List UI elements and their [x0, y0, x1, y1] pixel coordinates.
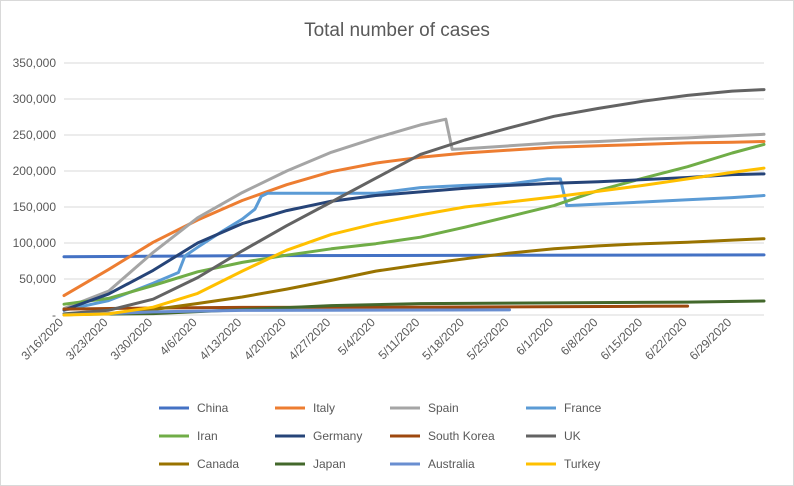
y-axis-ticks: - 50,000 100,000 150,000 200,000 250,000 300,0…: [13, 56, 57, 322]
legend-label: Australia: [428, 457, 475, 471]
series-line-france: [62, 177, 766, 312]
legend-item-uk: UK: [526, 429, 581, 443]
legend-item-turkey: Turkey: [526, 457, 600, 471]
x-tick-label: 6/22/2020: [642, 315, 690, 363]
series-line-canada: [62, 237, 766, 317]
x-tick-label: 6/15/2020: [598, 315, 646, 363]
legend-label: Iran: [197, 429, 218, 443]
y-tick-label: 350,000: [13, 56, 57, 70]
x-tick-label: 4/13/2020: [197, 315, 245, 363]
legend-item-australia: Australia: [390, 457, 475, 471]
chart-title: Total number of cases: [304, 20, 490, 41]
legend-item-spain: Spain: [390, 401, 459, 415]
legend-item-japan: Japan: [275, 457, 346, 471]
series-line-germany: [62, 172, 766, 312]
x-tick-label: 5/18/2020: [419, 315, 467, 363]
legend-label: Japan: [313, 457, 346, 471]
y-tick-label: 150,000: [13, 200, 57, 214]
x-tick-label: 3/16/2020: [18, 315, 66, 363]
legend-label: UK: [564, 429, 581, 443]
legend-label: Turkey: [564, 457, 600, 471]
y-tick-label: 200,000: [13, 164, 57, 178]
legend-label: South Korea: [428, 429, 495, 443]
x-tick-label: 4/6/2020: [157, 315, 200, 358]
x-tick-label: 6/8/2020: [558, 315, 601, 358]
x-tick-label: 6/1/2020: [513, 315, 556, 358]
legend-item-canada: Canada: [159, 457, 239, 471]
legend-item-italy: Italy: [275, 401, 335, 415]
x-tick-label: 5/25/2020: [464, 315, 512, 363]
series-line-china: [62, 253, 766, 259]
series-line-italy: [62, 140, 766, 298]
legend-label: China: [197, 401, 229, 415]
series-line-uk: [62, 88, 766, 316]
gridlines: [64, 62, 764, 316]
legend-item-china: China: [159, 401, 229, 415]
y-tick-label: 300,000: [13, 92, 57, 106]
series-line-spain: [62, 117, 766, 310]
legend-label: Canada: [197, 457, 239, 471]
x-tick-label: 6/29/2020: [687, 315, 735, 363]
y-tick-label: 50,000: [19, 272, 56, 286]
legend-item-france: France: [526, 401, 602, 415]
legend-item-iran: Iran: [159, 429, 218, 443]
legend-item-germany: Germany: [275, 429, 362, 443]
y-tick-label: -: [52, 308, 56, 322]
x-tick-label: 3/23/2020: [63, 315, 111, 363]
y-tick-label: 100,000: [13, 236, 57, 250]
series-line-turkey: [62, 166, 766, 317]
series-lines: [62, 88, 766, 317]
x-tick-label: 5/11/2020: [375, 315, 422, 362]
x-tick-label: 4/20/2020: [241, 315, 289, 363]
series-line-iran: [62, 142, 766, 306]
legend-label: Italy: [313, 401, 335, 415]
legend-item-south-korea: South Korea: [390, 429, 495, 443]
legend-label: Spain: [428, 401, 459, 415]
x-tick-label: 4/27/2020: [286, 315, 334, 363]
x-tick-label: 3/30/2020: [108, 315, 156, 363]
y-tick-label: 250,000: [13, 128, 57, 142]
x-tick-label: 5/4/2020: [335, 315, 378, 358]
legend-label: Germany: [313, 429, 362, 443]
legend-label: France: [564, 401, 602, 415]
legend: China Italy Spain France Iran Germany South Ko…: [159, 401, 602, 471]
